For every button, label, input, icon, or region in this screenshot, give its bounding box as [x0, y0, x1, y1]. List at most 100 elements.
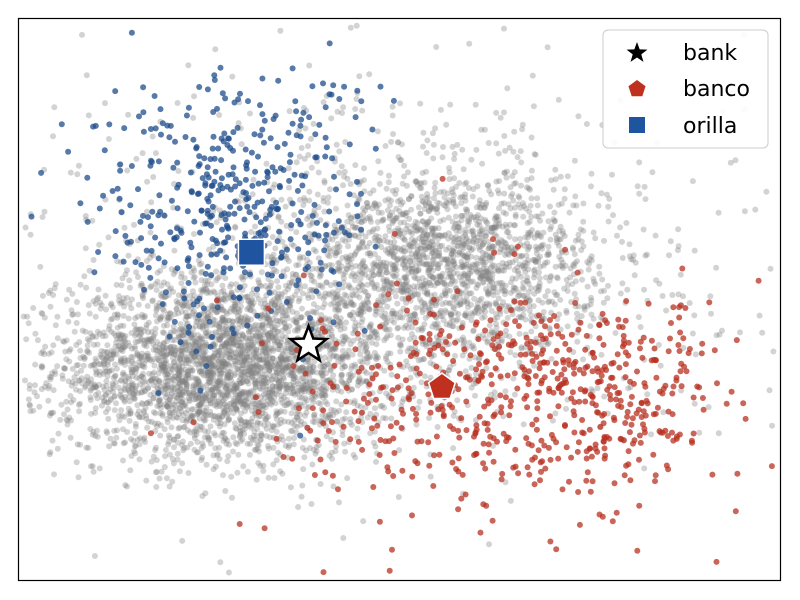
background-point	[288, 419, 295, 426]
background-point	[121, 398, 128, 405]
background-point	[174, 456, 181, 463]
background-point	[184, 415, 191, 422]
background-point	[178, 347, 185, 354]
background-point	[230, 434, 237, 441]
background-point	[345, 354, 351, 361]
background-point	[264, 398, 271, 405]
background-point	[406, 242, 413, 249]
background-point	[253, 476, 260, 483]
background-point	[536, 286, 542, 293]
background-point	[434, 279, 441, 286]
background-point	[487, 270, 494, 276]
background-point	[252, 348, 259, 355]
background-point	[344, 175, 351, 182]
background-point	[281, 402, 288, 409]
background-point	[507, 184, 514, 191]
background-point	[677, 271, 684, 278]
background-point	[221, 393, 228, 399]
background-point	[223, 310, 230, 317]
background-point	[411, 223, 418, 230]
background-point	[247, 300, 254, 306]
background-point	[319, 372, 326, 379]
background-point	[161, 364, 168, 371]
background-point	[493, 217, 500, 224]
background-point	[240, 388, 247, 395]
background-point	[143, 321, 150, 328]
background-point	[177, 321, 184, 328]
background-point	[389, 187, 396, 194]
background-point	[294, 310, 300, 317]
background-point	[383, 353, 390, 360]
background-point	[294, 414, 301, 421]
background-point	[486, 282, 493, 288]
background-point	[210, 288, 217, 295]
background-point	[382, 197, 389, 204]
background-point	[177, 348, 184, 354]
background-point	[160, 363, 167, 370]
background-point	[267, 395, 274, 402]
background-point	[141, 342, 148, 349]
background-point	[354, 382, 361, 389]
background-point	[171, 436, 178, 443]
background-point	[246, 329, 253, 336]
background-point	[293, 317, 300, 324]
background-point	[159, 306, 166, 313]
background-point	[318, 368, 325, 375]
background-point	[152, 325, 159, 332]
background-point	[336, 499, 342, 506]
background-point	[269, 376, 276, 383]
background-point	[163, 403, 170, 410]
background-point	[280, 375, 287, 382]
background-point	[426, 272, 433, 279]
background-point	[222, 323, 229, 330]
background-point	[166, 451, 173, 458]
background-point	[69, 365, 76, 372]
background-point	[423, 260, 430, 267]
background-point	[285, 444, 292, 451]
background-point	[134, 436, 141, 443]
background-point	[252, 223, 258, 230]
background-point	[401, 162, 408, 169]
background-point	[75, 474, 82, 481]
background-point	[530, 103, 537, 110]
background-point	[278, 302, 285, 309]
background-point	[333, 249, 340, 256]
background-point	[295, 504, 302, 510]
background-point	[470, 239, 476, 246]
background-point	[228, 281, 235, 288]
background-point	[364, 349, 371, 356]
background-point	[547, 236, 554, 243]
background-point	[417, 210, 424, 217]
background-point	[236, 394, 243, 401]
background-point	[174, 375, 181, 382]
background-point	[214, 378, 220, 385]
background-point	[222, 275, 229, 282]
background-point	[183, 360, 190, 367]
background-point	[32, 382, 38, 389]
background-point	[588, 297, 595, 304]
background-point	[641, 286, 648, 293]
background-point	[473, 146, 480, 153]
background-point	[570, 246, 576, 253]
background-point	[236, 393, 243, 400]
background-point	[193, 361, 200, 368]
background-point	[297, 196, 303, 203]
background-point	[216, 336, 223, 343]
background-point	[410, 384, 417, 391]
background-point	[92, 409, 99, 416]
background-point	[165, 378, 171, 384]
background-point	[238, 371, 245, 378]
background-point	[459, 146, 466, 153]
background-point	[229, 342, 236, 349]
background-point	[95, 390, 102, 396]
background-point	[198, 401, 205, 408]
background-point	[390, 131, 396, 137]
background-point	[274, 410, 281, 417]
background-point	[357, 309, 364, 315]
background-point	[285, 435, 292, 442]
background-point	[509, 173, 516, 180]
background-point	[52, 371, 59, 377]
background-point	[277, 27, 284, 34]
background-point	[226, 354, 233, 361]
background-point	[464, 206, 471, 213]
